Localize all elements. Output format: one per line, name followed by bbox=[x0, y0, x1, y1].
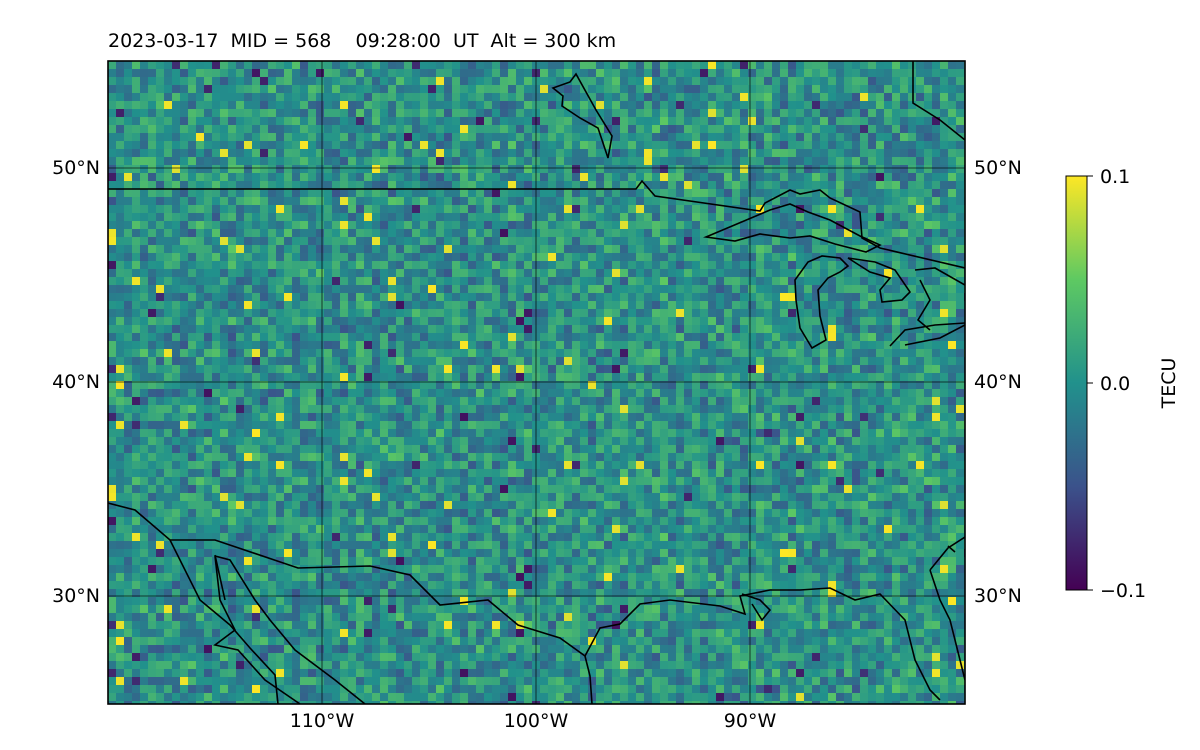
lon-label-100: 100°W bbox=[504, 710, 569, 732]
lon-label-90: 90°W bbox=[724, 710, 777, 732]
lake-ontario-shore bbox=[904, 324, 965, 346]
lat-label-30-right: 30°N bbox=[974, 585, 1022, 607]
colorbar-label: TECU bbox=[1158, 358, 1180, 410]
lat-label-40-left: 40°N bbox=[52, 371, 100, 393]
gulf-coast bbox=[108, 502, 593, 704]
gridlines bbox=[108, 61, 965, 704]
map-title: 2023-03-17 MID = 568 09:28:00 UT Alt = 3… bbox=[108, 30, 617, 52]
baja-california bbox=[169, 539, 279, 704]
lake-winnipeg bbox=[551, 72, 613, 159]
colorbar: 0.1 0.0 −0.1 TECU bbox=[1065, 166, 1180, 602]
lon-label-110: 110°W bbox=[290, 710, 355, 732]
colorbar-tick-min: −0.1 bbox=[1100, 580, 1146, 602]
colorbar-gradient bbox=[1065, 175, 1088, 591]
lat-label-30-left: 30°N bbox=[52, 585, 100, 607]
james-bay-shore bbox=[912, 61, 965, 141]
lake-erie-shore bbox=[889, 322, 965, 347]
lat-label-50-left: 50°N bbox=[52, 157, 100, 179]
lake-superior bbox=[703, 203, 882, 253]
us-canada-border bbox=[108, 179, 965, 269]
lat-label-50-right: 50°N bbox=[974, 157, 1022, 179]
map-frame bbox=[107, 60, 966, 705]
florida bbox=[929, 536, 965, 571]
lake-huron bbox=[847, 257, 912, 303]
lat-label-40-right: 40°N bbox=[974, 371, 1022, 393]
colorbar-tick-max: 0.1 bbox=[1100, 166, 1130, 188]
great-lakes-east bbox=[914, 267, 965, 286]
mississippi-delta bbox=[741, 593, 772, 622]
tec-heatmap bbox=[108, 61, 965, 704]
lake-michigan bbox=[794, 255, 850, 350]
colorbar-tick-zero: 0.0 bbox=[1100, 373, 1130, 395]
coastlines bbox=[108, 61, 965, 704]
